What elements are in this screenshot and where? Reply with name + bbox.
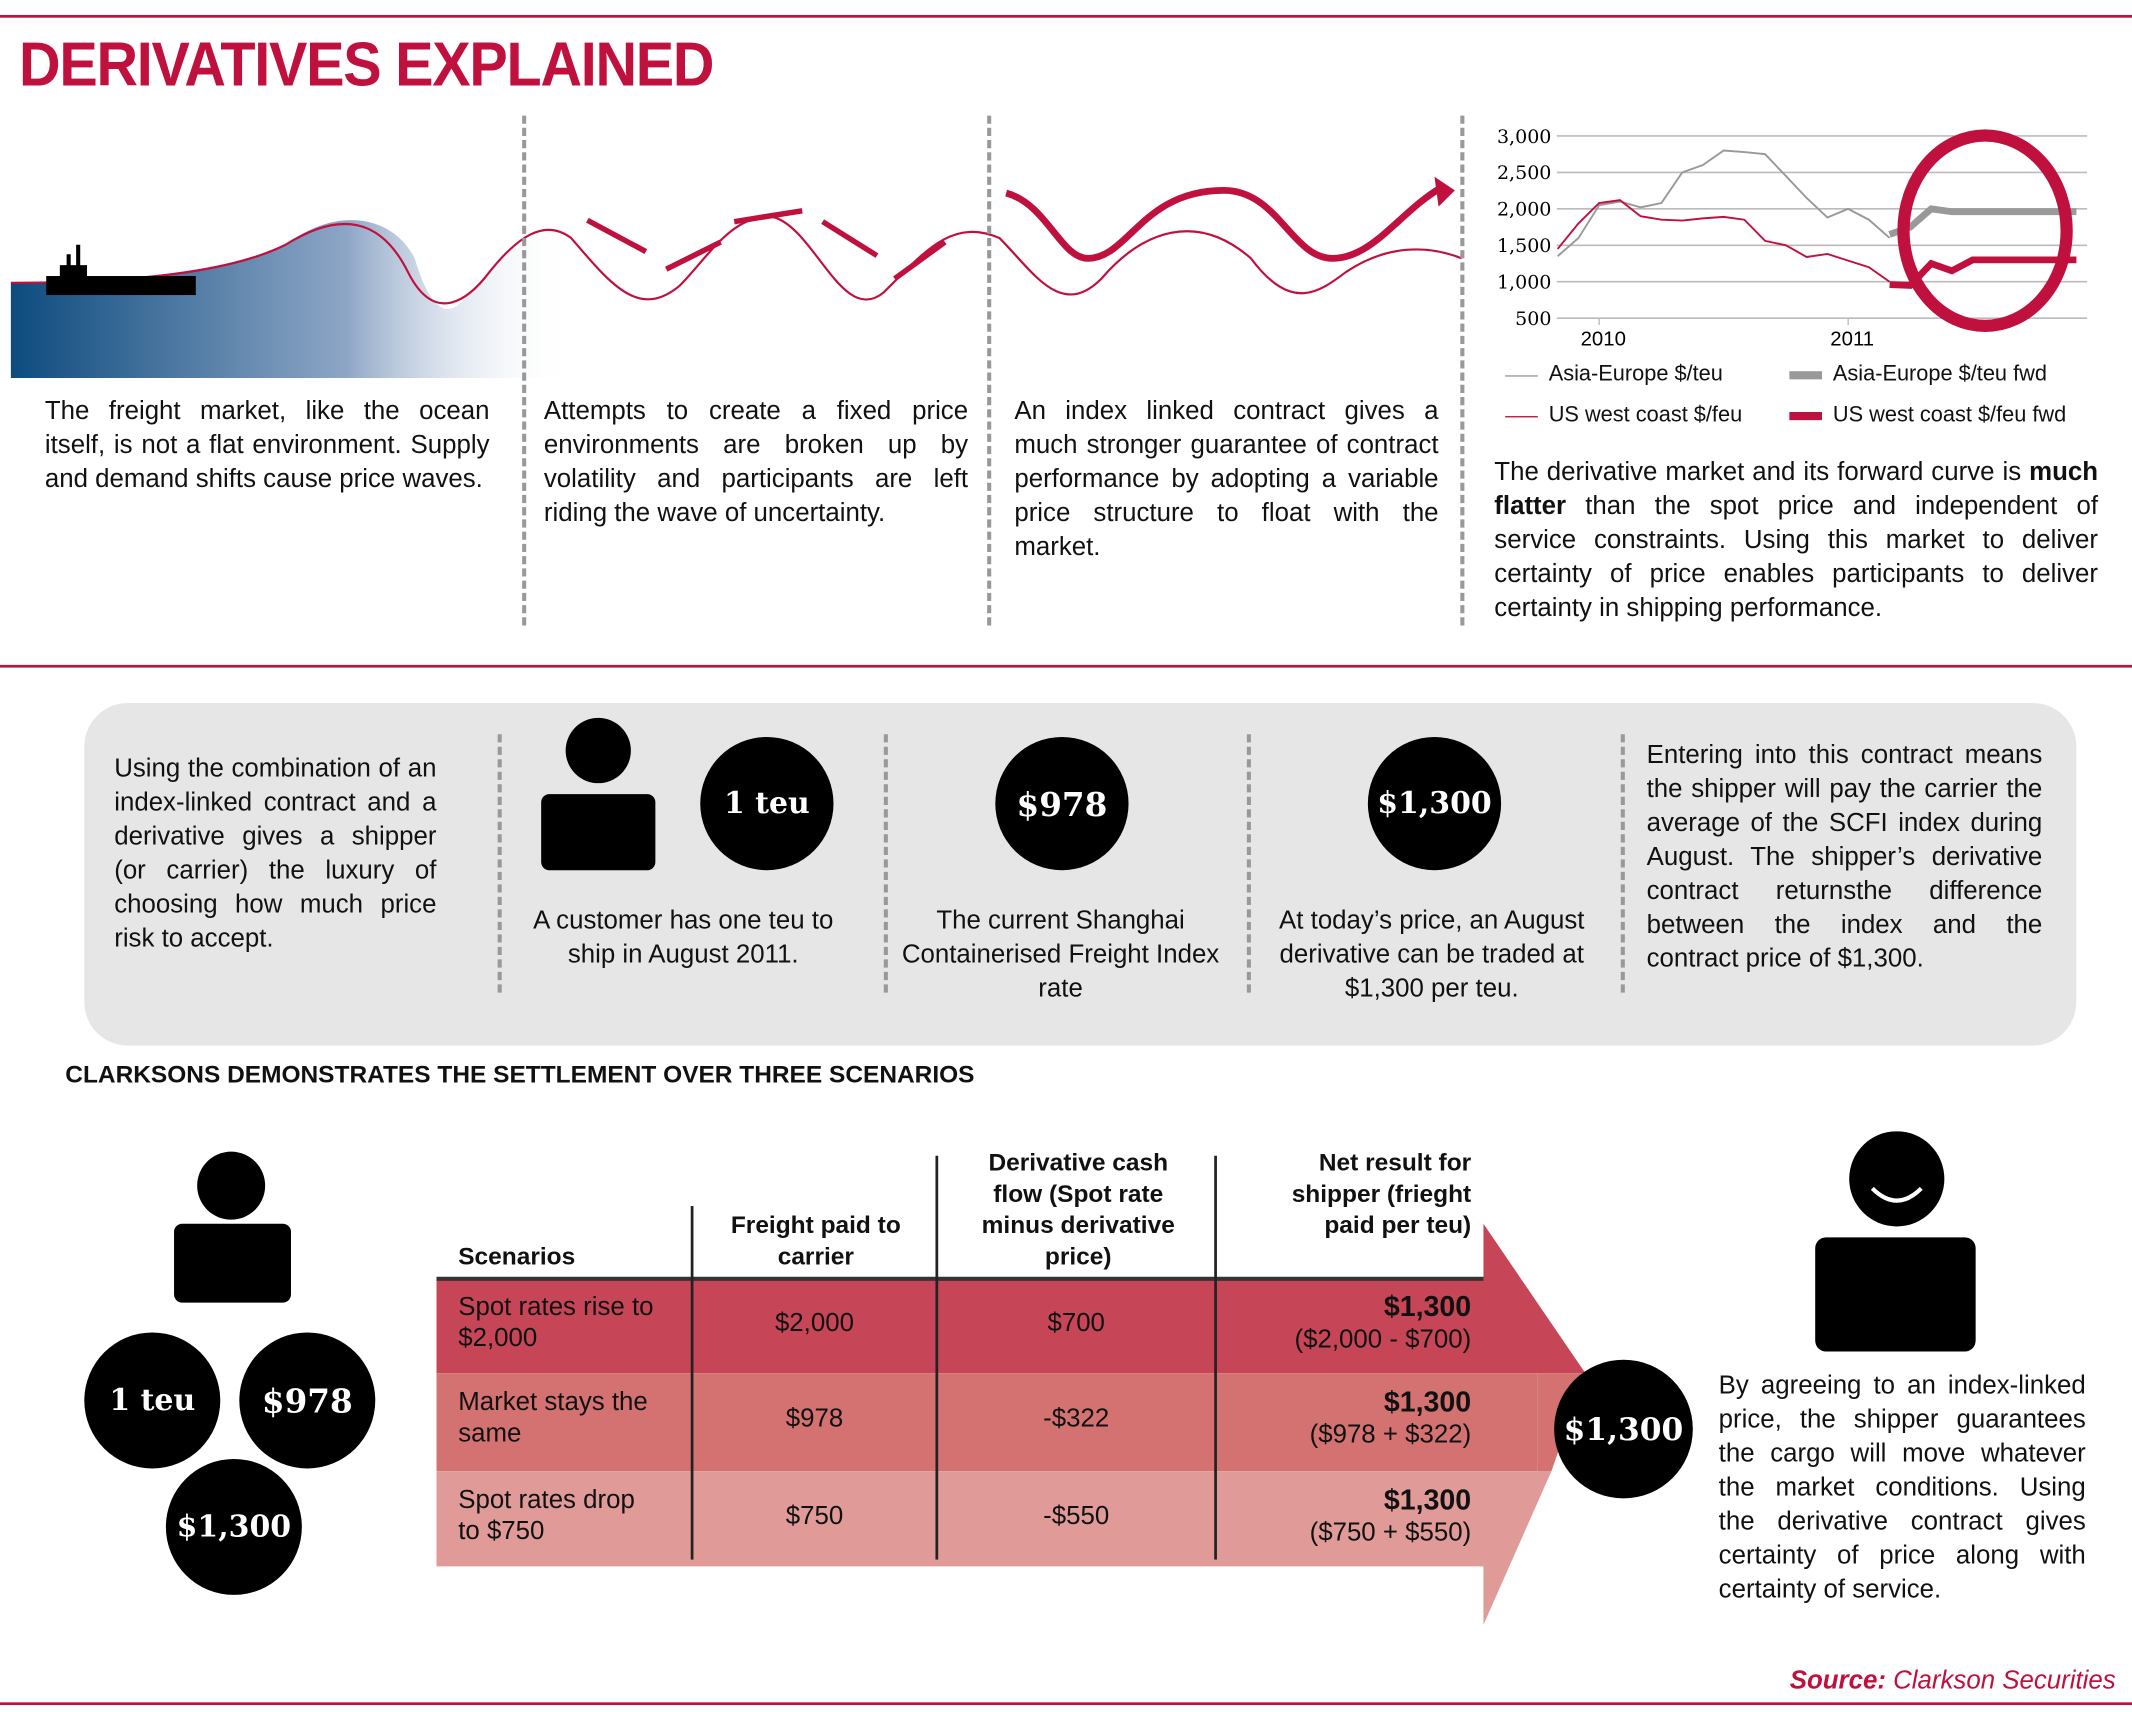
header-net-result: Net result for shipper (frieght paid per… (1291, 1148, 1472, 1239)
x-tick-label: 2010 (1581, 328, 1626, 350)
wave-illustration (10, 176, 1463, 378)
panel-intro: Using the combination of an index-linked… (114, 754, 437, 954)
divider (1460, 115, 1465, 626)
y-tick-label: 2,000 (1497, 199, 1551, 221)
cell-calc: ($750 + $550) (1309, 1518, 1472, 1548)
source-label: Source: (1789, 1666, 1886, 1696)
divider (987, 115, 992, 626)
happy-person-icon (1815, 1131, 1976, 1352)
freight-rate-chart: 3,000 2,500 2,000 1,500 1,000 500 2010 2011 (1497, 126, 2088, 350)
top-rule (0, 14, 2132, 18)
legend-label: US west coast $/feu (1548, 403, 1743, 427)
y-tick-label: 500 (1515, 308, 1551, 330)
divider (883, 734, 888, 993)
bottom-rule (0, 1702, 2132, 1706)
legend-asia-fwd: Asia-Europe $/teu fwd (1789, 363, 2047, 387)
series-line-2 (1888, 205, 2077, 238)
price-wave-2 (1005, 184, 1443, 262)
series-line-3 (1889, 256, 2077, 289)
teu-badge: 1 teu (84, 1332, 221, 1469)
derivative-badge: $1,300 (165, 1458, 302, 1595)
section-rule (0, 664, 2132, 668)
divider (497, 734, 502, 993)
scfi-text: The current Shanghai Containerised Freig… (901, 906, 1220, 1004)
derivative-text: At today’s price, an August derivative c… (1279, 906, 1585, 1004)
y-tick-label: 3,000 (1497, 126, 1551, 148)
ship-icon (46, 244, 196, 296)
legend-swatch (1505, 374, 1538, 376)
derivative-badge: $1,300 (1367, 736, 1502, 871)
y-tick-label: 1,000 (1497, 272, 1551, 294)
cell-scenario: Market stays the same (458, 1388, 648, 1449)
header-freight: Freight paid to carrier (730, 1211, 901, 1270)
cell-scenario: Spot rates rise to $2,000 (458, 1293, 654, 1353)
legend-label: Asia-Europe $/teu (1548, 363, 1723, 387)
cell-freight: $2,000 (774, 1309, 854, 1338)
text: The derivative market and its forward cu… (1494, 458, 2030, 487)
cell-calc: ($2,000 - $700) (1294, 1325, 1472, 1355)
divider (522, 115, 527, 626)
cell-scenario: Spot rates drop to $750 (458, 1486, 635, 1546)
scenarios-heading: CLARKSONS DEMONSTRATES THE SETTLEMENT OV… (65, 1060, 975, 1088)
conclusion-text: By agreeing to an index-linked price, th… (1718, 1371, 2086, 1605)
shipper-person-icon (174, 1151, 291, 1303)
customer-text: A customer has one teu to ship in August… (533, 906, 834, 970)
column-divider (1214, 1155, 1217, 1560)
intro-index-text: An index linked contract gives a much st… (1014, 397, 1439, 562)
sea-wave (10, 220, 572, 378)
column-divider (690, 1206, 693, 1560)
legend-label: US west coast $/feu fwd (1832, 403, 2067, 427)
intro-ocean-text: The freight market, like the ocean itsel… (44, 397, 490, 494)
cell-cash: $700 (1047, 1309, 1105, 1338)
contract-text: Entering into this contract means the sh… (1646, 741, 2043, 974)
legend-asia-spot: Asia-Europe $/teu (1505, 363, 1723, 387)
scfi-badge: $978 (239, 1332, 376, 1469)
cell-cash: -$550 (1043, 1502, 1110, 1532)
legend-us-spot: US west coast $/feu (1505, 404, 1742, 428)
cell-calc: ($978 + $322) (1309, 1420, 1472, 1450)
page-title: DERIVATIVES EXPLAINED (19, 28, 714, 100)
scfi-badge: $978 (995, 736, 1129, 871)
cell-net: $1,300 (1383, 1291, 1472, 1323)
divider (1246, 734, 1251, 993)
teu-badge: 1 teu (700, 736, 834, 871)
highlight-circle (1897, 129, 2073, 333)
legend-swatch (1505, 415, 1538, 417)
cell-cash: -$322 (1043, 1404, 1110, 1434)
table-arrow (436, 1223, 1586, 1625)
result-badge: $1,300 (1554, 1359, 1693, 1499)
cell-freight: $978 (785, 1404, 844, 1434)
y-tick-label: 2,500 (1497, 162, 1551, 184)
y-tick-label: 1,500 (1497, 235, 1551, 257)
emphasis: much flatter (1494, 458, 2099, 521)
intro-fixed-price-text: Attempts to create a fixed price environ… (543, 397, 969, 528)
column-divider (935, 1155, 938, 1560)
text: than the spot price and independent of s… (1494, 492, 2099, 623)
arrow-head-icon (1434, 176, 1455, 207)
header-scenarios: Scenarios (458, 1242, 576, 1270)
source-value: Clarkson Securities (1893, 1666, 2116, 1696)
header-cash-flow: Derivative cash flow (Spot rate minus de… (981, 1148, 1175, 1270)
cell-freight: $750 (785, 1502, 844, 1532)
cell-net: $1,300 (1383, 1484, 1472, 1517)
legend-us-fwd: US west coast $/feu fwd (1789, 404, 2066, 428)
customer-person-icon (541, 717, 656, 871)
legend-swatch (1789, 371, 1822, 380)
series-line-1 (1556, 199, 1891, 283)
cell-net: $1,300 (1383, 1386, 1472, 1419)
x-tick-label: 2011 (1830, 328, 1874, 350)
legend-label: Asia-Europe $/teu fwd (1832, 363, 2047, 387)
series-line-0 (1557, 149, 1891, 257)
chart-explanation: The derivative market and its forward cu… (1494, 455, 2098, 625)
legend-swatch (1789, 411, 1822, 421)
volatility-arrows-icon (586, 208, 947, 281)
divider (1620, 734, 1625, 993)
source-credit: Source: Clarkson Securities (1790, 1667, 2116, 1697)
